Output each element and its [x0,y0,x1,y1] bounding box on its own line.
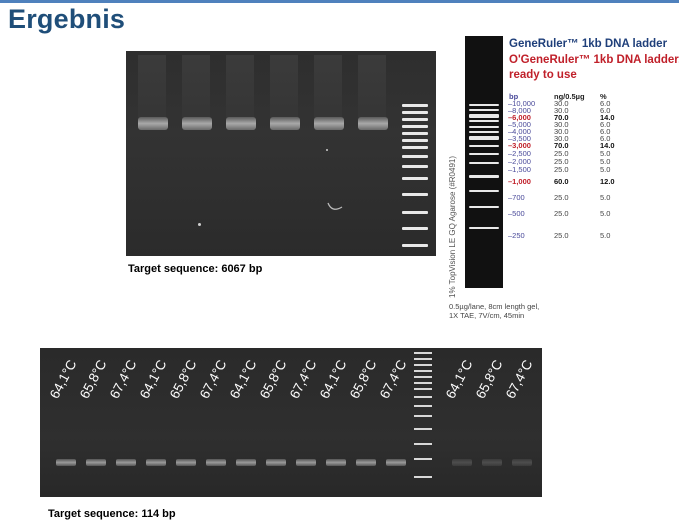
gel-band [296,459,316,466]
ladder-pct: 12.0 [600,177,615,186]
ladder-pct: 6.0 [600,106,611,115]
slide-title: Ergebnis [8,4,126,34]
ladder-pct: 14.0 [600,113,615,122]
gel-band [236,459,256,466]
lane-temperature-label: 65,8°C [472,357,506,401]
lane-temperature-label: 64,1°C [442,357,476,401]
ladder-pct: 6.0 [600,120,611,129]
ladder-bp: –3,000 [508,141,531,150]
gel-band [358,117,388,130]
gel-band [86,459,106,466]
ladder-bp: –1,000 [508,177,531,186]
ladder-bp: –10,000 [508,99,536,108]
lane-temperature-label: 67,4°C [196,357,230,401]
gel-image-6067bp [126,51,436,256]
ladder-bp: –2,500 [508,149,531,158]
ladder-bp: –3,500 [508,134,531,143]
ladder-title-1: GeneRuler™ 1kb DNA ladder [509,38,668,50]
lane-temperature-label: 65,8°C [346,357,380,401]
gel-band [226,117,256,130]
ladder-note: 0.5µg/lane, 8cm length gel, 1X TAE, 7V/c… [449,302,539,320]
ladder-ng: 30.0 [554,127,569,136]
ladder-ng: 25.0 [554,193,569,202]
ladder-ng: 25.0 [554,149,569,158]
ladder-bp: –4,000 [508,127,531,136]
ladder-ng: 25.0 [554,231,569,240]
lane-temperature-label: 65,8°C [166,357,200,401]
gel-image-114bp: 64,1°C 65,8°C 67,4°C 64,1°C 65,8°C 67,4°C 64,1… [40,348,542,497]
ladder-bp: –1,500 [508,165,531,174]
lane-temperature-label: 64,1°C [46,357,80,401]
ladder-ng: 25.0 [554,209,569,218]
gel-artifact-icon [327,202,343,210]
ladder-bp: –5,000 [508,120,531,129]
ladder-pct: 5.0 [600,209,611,218]
ladder-ng: 70.0 [554,113,569,122]
ladder-ng: 25.0 [554,157,569,166]
lane-temperature-label: 65,8°C [76,357,110,401]
gel-band [138,117,168,130]
top-rule [0,0,679,3]
ladder-pct: 5.0 [600,193,611,202]
lane-temperature-label: 64,1°C [316,357,350,401]
ladder-bp: –2,000 [508,157,531,166]
ladder-pct: 6.0 [600,127,611,136]
caption-top-gel: Target sequence: 6067 bp [128,263,263,275]
ladder-ng: 30.0 [554,99,569,108]
ladder-gel-label: 1% TopVision LE GQ Agarose (#R0491) [448,155,457,298]
lane-temperature-label: 67,4°C [502,357,536,401]
ladder-ng: 30.0 [554,120,569,129]
ladder-pct: 5.0 [600,157,611,166]
gel-band [482,459,502,466]
ladder-pct: 14.0 [600,141,615,150]
ladder-ng: 25.0 [554,165,569,174]
gel-band [452,459,472,466]
gel-band [356,459,376,466]
ladder-title-2: O'GeneRuler™ 1kb DNA ladder, [509,54,679,66]
ladder-ng: 30.0 [554,106,569,115]
ladder-title-3: ready to use [509,69,577,81]
gel-band [176,459,196,466]
lane-temperature-label: 64,1°C [226,357,260,401]
gel-band [314,117,344,130]
ladder-bp: –6,000 [508,113,531,122]
ladder-pct: 6.0 [600,99,611,108]
gel-band [146,459,166,466]
ladder-ng: 70.0 [554,141,569,150]
gel-band [270,117,300,130]
ladder-bp: –500 [508,209,525,218]
ladder-pct: 5.0 [600,149,611,158]
lane-temperature-label: 67,4°C [376,357,410,401]
caption-bottom-gel: Target sequence: 114 bp [48,508,176,520]
gel-band [512,459,532,466]
col-header-bp: bp [509,92,519,101]
ladder-note-line-1: 0.5µg/lane, 8cm length gel, [449,302,540,311]
ladder-ng: 30.0 [554,134,569,143]
ladder-pct: 5.0 [600,165,611,174]
lane-temperature-label: 67,4°C [286,357,320,401]
ladder-bp: –700 [508,193,525,202]
ladder-pct: 5.0 [600,231,611,240]
col-header-ng: ng/0.5µg [554,92,585,101]
gel-band [326,459,346,466]
ladder-ng: 60.0 [554,177,569,186]
ladder-bp: –8,000 [508,106,531,115]
gel-band [116,459,136,466]
gel-band [206,459,226,466]
ladder-pct: 6.0 [600,134,611,143]
ladder-gel-image [465,36,503,288]
ladder-note-line-2: 1X TAE, 7V/cm, 45min [449,311,525,320]
lane-temperature-label: 65,8°C [256,357,290,401]
gel-band [182,117,212,130]
lane-temperature-label: 64,1°C [136,357,170,401]
gel-band [56,459,76,466]
gel-band [266,459,286,466]
lane-temperature-label: 67,4°C [106,357,140,401]
col-header-pct: % [600,92,607,101]
ladder-bp: –250 [508,231,525,240]
gel-band [386,459,406,466]
